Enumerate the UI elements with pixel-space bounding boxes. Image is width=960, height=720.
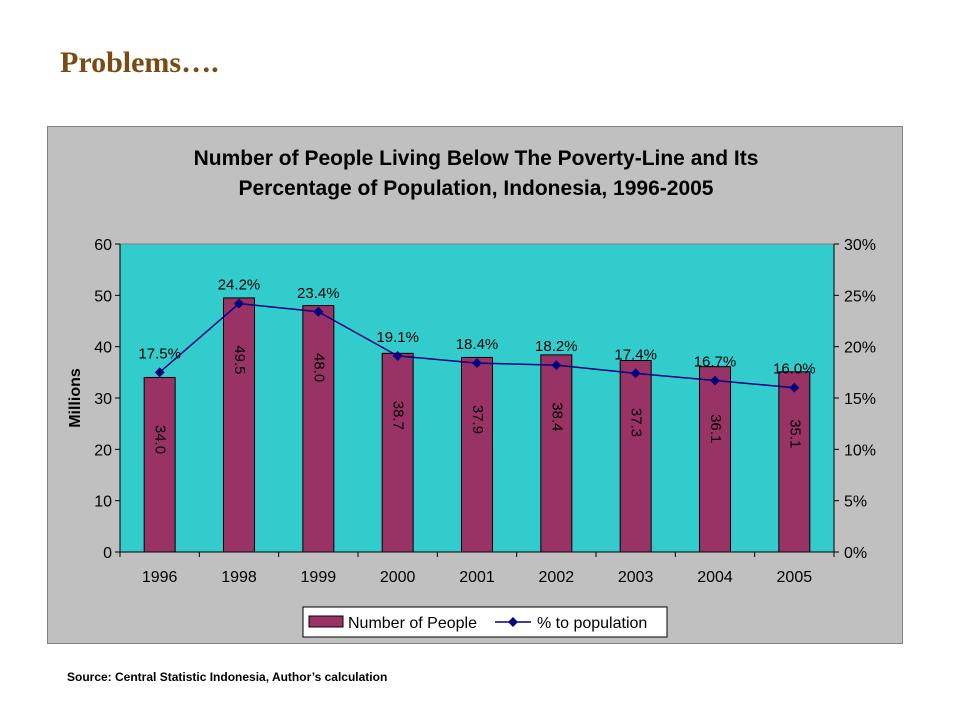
right-tick-label: 5% <box>844 494 867 511</box>
slide-heading: Problems…. <box>60 46 219 79</box>
x-tick-label: 1996 <box>142 569 178 586</box>
line-value-label: 17.5% <box>138 345 181 362</box>
legend-bar-label: Number of People <box>348 615 477 632</box>
bar <box>540 354 573 553</box>
right-tick-label: 0% <box>844 545 867 562</box>
bar <box>143 376 176 553</box>
line-value-label: 24.2% <box>218 277 261 294</box>
bar <box>302 305 335 553</box>
left-tick-label: 0 <box>103 545 112 562</box>
left-tick-label: 60 <box>94 237 112 254</box>
line-value-label: 19.1% <box>376 329 419 346</box>
x-tick-label: 2002 <box>539 569 575 586</box>
bar-value-label: 48.0 <box>310 353 327 382</box>
line-point-marker <box>313 306 324 317</box>
left-axis-label: Millions <box>67 368 84 428</box>
x-tick-label: 1998 <box>221 569 257 586</box>
legend-line-label: % to population <box>537 615 647 632</box>
bar <box>778 371 811 553</box>
chart-area: Number of People Living Below The Povert… <box>47 126 903 644</box>
right-tick-label: 30% <box>844 237 876 254</box>
line-value-label: 16.7% <box>694 354 737 371</box>
line-value-label: 17.4% <box>614 346 657 363</box>
bar-value-label: 34.0 <box>152 425 169 454</box>
bar <box>223 297 255 553</box>
legend-box <box>302 606 668 638</box>
x-tick-label: 2004 <box>697 569 733 586</box>
x-tick-label: 2005 <box>777 569 813 586</box>
right-tick-label: 15% <box>844 391 876 408</box>
line-point-marker <box>472 358 482 369</box>
bar-value-label: 35.1 <box>786 419 803 448</box>
x-tick-label: 2003 <box>618 569 654 586</box>
line-value-label: 16.0% <box>773 361 816 378</box>
left-tick-label: 10 <box>94 494 112 511</box>
right-tick-label: 10% <box>844 442 876 459</box>
left-tick-label: 50 <box>94 288 112 305</box>
line-value-label: 18.2% <box>535 338 578 355</box>
line-value-label: 18.4% <box>456 336 499 353</box>
chart-title-line: Percentage of Population, Indonesia, 199… <box>239 177 714 200</box>
source-note: Source: Central Statistic Indonesia, Aut… <box>67 670 388 684</box>
chart-title-line: Number of People Living Below The Povert… <box>194 147 759 170</box>
bar <box>699 366 731 553</box>
bar-value-label: 37.9 <box>469 405 486 434</box>
bar <box>381 352 414 553</box>
right-tick-label: 20% <box>844 340 876 357</box>
left-tick-label: 30 <box>94 391 112 408</box>
left-tick-label: 20 <box>94 442 112 459</box>
left-tick-label: 40 <box>94 340 112 357</box>
line-point-marker <box>789 382 800 393</box>
bar-value-label: 38.7 <box>390 401 407 430</box>
x-tick-label: 2000 <box>380 569 416 586</box>
x-tick-label: 2001 <box>459 569 495 586</box>
legend-line-marker <box>508 617 518 627</box>
line-point-marker <box>234 298 244 309</box>
poverty-chart: Number of People Living Below The Povert… <box>67 147 876 638</box>
bar-value-label: 49.5 <box>231 345 248 374</box>
x-tick-label: 1999 <box>301 569 337 586</box>
bar-value-label: 38.4 <box>548 402 565 431</box>
line-point-marker <box>710 375 720 386</box>
line-point-marker <box>154 367 165 378</box>
bar <box>619 360 652 553</box>
line-point-marker <box>630 368 641 379</box>
bar-value-label: 36.1 <box>707 414 724 443</box>
legend-bar-swatch <box>308 615 344 628</box>
right-tick-label: 25% <box>844 288 876 305</box>
bar-value-label: 37.3 <box>628 408 645 437</box>
line-point-marker <box>392 350 403 361</box>
line-value-label: 23.4% <box>297 285 340 302</box>
bar <box>461 356 493 553</box>
